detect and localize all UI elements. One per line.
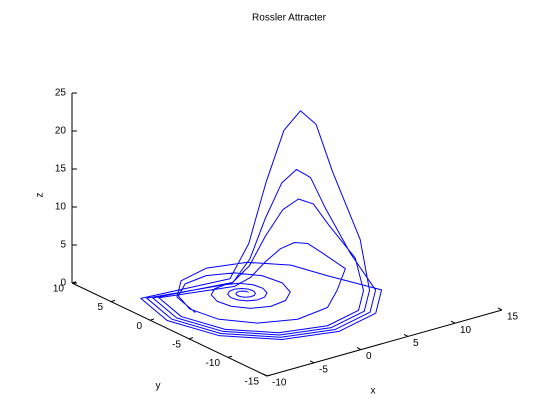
y-tick xyxy=(71,281,77,284)
x-tick-label: 0 xyxy=(366,351,372,362)
z-tick-label: 0 xyxy=(60,278,66,289)
y-tick xyxy=(227,355,233,358)
z-axis-label: z xyxy=(35,193,46,198)
z-tick-label: 15 xyxy=(55,164,67,175)
z-tick-label: 10 xyxy=(55,202,67,213)
x-tick xyxy=(356,347,362,351)
y-tick-label: -5 xyxy=(172,339,181,350)
y-tick-label: 0 xyxy=(136,321,142,332)
y-tick xyxy=(149,318,155,321)
y-tick xyxy=(110,299,116,303)
x-tick-label: 5 xyxy=(413,338,419,349)
chart-title: Rossler Attracter xyxy=(252,13,327,24)
y-tick-label: 10 xyxy=(53,284,65,295)
trajectory xyxy=(140,110,383,341)
x-tick-label: 15 xyxy=(507,312,519,323)
x-tick-label: 10 xyxy=(460,325,472,336)
x-axis xyxy=(266,309,503,377)
x-axis-label: x xyxy=(371,386,376,397)
z-tick-label: 5 xyxy=(60,240,66,251)
y-tick xyxy=(188,337,194,340)
x-tick xyxy=(309,360,315,364)
y-tick xyxy=(266,374,272,377)
x-tick xyxy=(497,307,503,311)
z-tick-label: 20 xyxy=(55,126,67,137)
y-tick-label: 5 xyxy=(97,302,103,313)
y-tick-label: -15 xyxy=(245,377,260,388)
x-tick xyxy=(262,373,268,377)
y-tick-label: -10 xyxy=(206,358,221,369)
x-tick xyxy=(403,333,409,337)
x-tick-label: -5 xyxy=(319,364,328,375)
y-axis xyxy=(71,282,268,377)
z-tick-label: 25 xyxy=(55,88,67,99)
x-tick-label: -10 xyxy=(272,378,287,389)
y-axis-label: y xyxy=(156,381,161,392)
x-tick xyxy=(450,320,456,324)
